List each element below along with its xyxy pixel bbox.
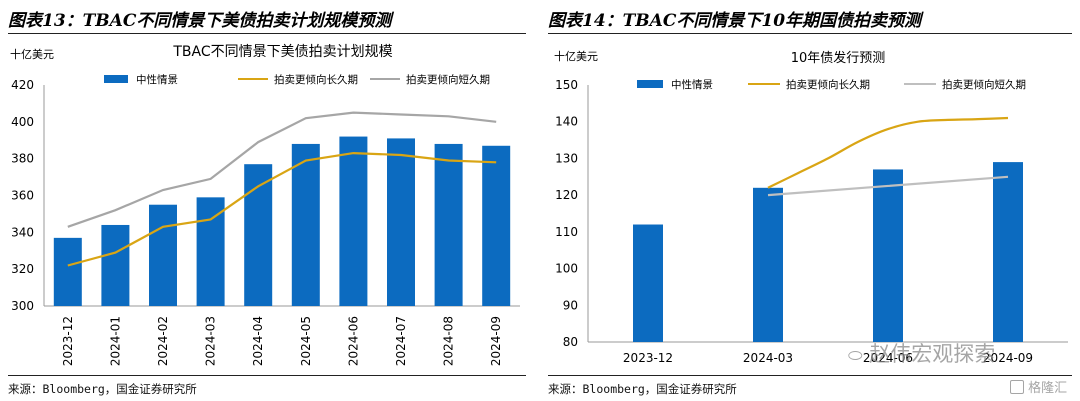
right-y-tick-label: 150 [555, 78, 578, 92]
badge-icon [1010, 380, 1024, 394]
left-y-tick-label: 360 [11, 189, 34, 203]
right-y-tick-label: 110 [555, 225, 578, 239]
left-legend-label: 拍卖更倾向短久期 [406, 73, 490, 86]
right-x-tick-label: 2024-09 [983, 351, 1033, 365]
left-legend-label: 中性情景 [136, 73, 178, 86]
right-title-rule [548, 33, 1072, 34]
right-x-tick-label: 2023-12 [623, 351, 673, 365]
right-chart-title: 10年债发行预测 [791, 50, 886, 66]
watermark-badge: 格隆汇 [1010, 377, 1067, 396]
left-unit-label: 十亿美元 [10, 47, 54, 61]
left-title-rule [8, 33, 526, 34]
left-bar [434, 143, 463, 306]
left-source-rule [8, 375, 526, 376]
right-y-tick-label: 120 [555, 188, 578, 202]
left-line-long-duration [67, 151, 497, 267]
right-figure-title: 图表14：TBAC不同情景下10年期国债拍卖预测 [548, 11, 922, 31]
left-y-tick-label: 340 [11, 225, 34, 239]
right-y-tick-label: 80 [563, 335, 578, 349]
left-y-tick-label: 420 [11, 78, 34, 92]
left-bar [53, 237, 82, 306]
right-legend-label: 中性情景 [671, 78, 713, 91]
left-chart: 十亿美元 TBAC不同情景下美债拍卖计划规模 300 320 340 360 380 400 4… [10, 44, 520, 366]
left-bar [244, 164, 273, 306]
wechat-icon: ⬭ [848, 346, 863, 366]
right-legend-swatch [637, 80, 663, 88]
right-legend-label: 拍卖更倾向长久期 [786, 78, 870, 91]
left-bar [387, 138, 415, 306]
left-legend-label: 拍卖更倾向长久期 [274, 73, 358, 86]
left-x-tick-label: 2024-05 [299, 316, 313, 366]
right-bar [993, 162, 1023, 342]
right-bar [633, 224, 663, 342]
left-bar [101, 224, 130, 306]
right-y-tick-label: 100 [555, 262, 578, 276]
watermark-badge-label: 格隆汇 [1028, 381, 1068, 396]
left-bar [482, 145, 511, 306]
right-source-note: 来源：Bloomberg，国金证券研究所 [548, 382, 737, 396]
left-legend-swatch [104, 75, 128, 83]
left-x-tick-label: 2024-02 [156, 316, 170, 366]
right-bar [753, 187, 783, 342]
left-y-tick-label: 380 [11, 152, 34, 166]
right-line-long-duration [767, 116, 1009, 189]
watermark-text: ⬭ 赵伟宏观探索 [848, 338, 995, 368]
right-source-rule [548, 375, 1072, 376]
left-source-note: 来源：Bloomberg，国金证券研究所 [8, 382, 197, 396]
right-y-tick-label: 140 [555, 115, 578, 129]
left-x-tick-label: 2023-12 [61, 316, 75, 366]
left-y-tick-label: 300 [11, 299, 34, 313]
left-y-tick-label: 400 [11, 115, 34, 129]
left-x-tick-label: 2024-01 [108, 316, 122, 366]
left-x-tick-label: 2024-06 [346, 316, 360, 366]
left-bar [196, 197, 225, 306]
left-y-tick-label: 320 [11, 262, 34, 276]
left-x-tick-label: 2024-03 [204, 316, 218, 366]
left-bar [149, 204, 177, 306]
left-x-tick-label: 2024-08 [442, 316, 456, 366]
right-chart: 十亿美元 10年债发行预测 80 90 100 110 120 130 140 150 2023-1… [554, 49, 1068, 365]
left-line-short-duration [67, 111, 497, 228]
right-y-tick-label: 90 [563, 298, 578, 312]
watermark-label: 赵伟宏观探索 [869, 342, 996, 366]
right-line-short-duration [767, 175, 1009, 197]
left-x-tick-label: 2024-07 [394, 316, 408, 366]
right-y-tick-label: 130 [555, 151, 578, 165]
right-unit-label: 十亿美元 [554, 49, 598, 63]
left-x-tick-label: 2024-09 [489, 316, 503, 366]
right-x-tick-label: 2024-06 [863, 351, 913, 365]
right-bar [873, 169, 903, 342]
left-bar [291, 143, 320, 306]
left-x-tick-label: 2024-04 [251, 316, 265, 366]
left-chart-title: TBAC不同情景下美债拍卖计划规模 [172, 44, 392, 60]
right-x-tick-label: 2024-03 [743, 351, 793, 365]
left-bar [339, 136, 368, 306]
left-figure-title: 图表13：TBAC不同情景下美债拍卖计划规模预测 [8, 11, 392, 31]
right-legend-label: 拍卖更倾向短久期 [942, 78, 1026, 91]
